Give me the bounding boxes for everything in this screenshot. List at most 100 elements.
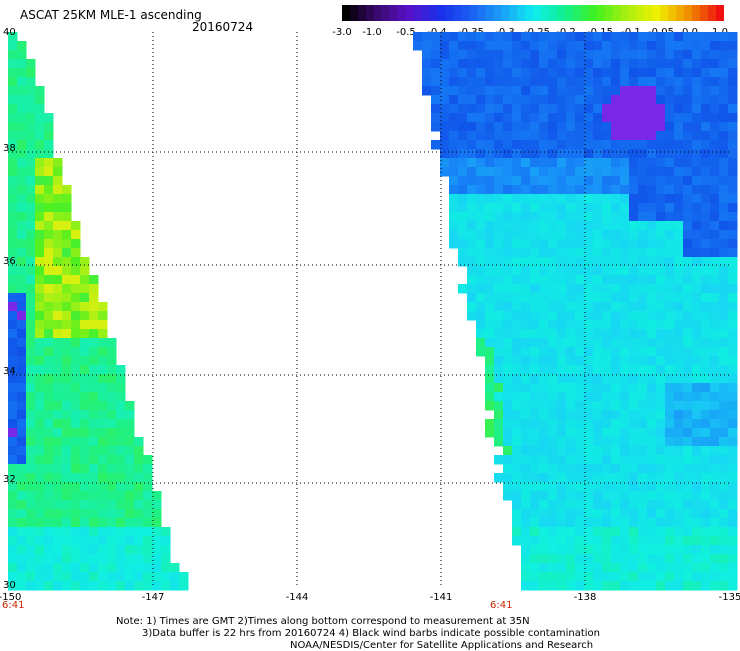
data-cell: [575, 32, 585, 42]
data-cell: [593, 455, 603, 465]
data-cell: [539, 491, 549, 501]
data-cell: [683, 203, 693, 213]
data-cell: [44, 428, 54, 438]
colorbar-swatch: [501, 5, 510, 21]
data-cell: [539, 230, 549, 240]
data-cell: [107, 410, 117, 420]
data-cell: [629, 311, 639, 321]
data-cell: [728, 95, 738, 105]
data-cell: [125, 491, 135, 501]
longitude-label: -138: [573, 592, 597, 603]
data-cell: [620, 257, 630, 267]
data-cell: [485, 32, 495, 42]
data-cell: [539, 320, 549, 330]
data-cell: [620, 338, 630, 348]
data-cell: [80, 491, 90, 501]
data-cell: [647, 32, 657, 42]
data-cell: [62, 221, 72, 231]
data-cell: [692, 518, 702, 528]
data-cell: [602, 410, 612, 420]
data-cell: [683, 230, 693, 240]
data-cell: [89, 563, 99, 573]
data-cell: [494, 95, 504, 105]
data-cell: [548, 401, 558, 411]
data-cell: [152, 536, 162, 546]
data-cell: [728, 500, 738, 510]
data-cell: [674, 257, 684, 267]
data-cell: [647, 257, 657, 267]
data-cell: [80, 266, 90, 276]
data-cell: [557, 59, 567, 69]
data-cell: [494, 167, 504, 177]
data-cell: [584, 140, 594, 150]
data-cell: [26, 176, 36, 186]
data-cell: [584, 392, 594, 402]
colorbar-swatch: [365, 5, 375, 21]
data-cell: [566, 320, 576, 330]
latitude-label: 36: [3, 256, 16, 267]
data-cell: [539, 176, 549, 186]
data-cell: [584, 230, 594, 240]
data-cell: [26, 194, 36, 204]
data-cell: [71, 563, 81, 573]
data-cell: [35, 374, 45, 384]
data-cell: [152, 509, 162, 519]
data-cell: [719, 203, 729, 213]
data-cell: [458, 68, 468, 78]
data-cell: [692, 122, 702, 132]
data-cell: [503, 473, 513, 483]
data-cell: [512, 392, 522, 402]
data-cell: [611, 311, 621, 321]
data-cell: [719, 77, 729, 87]
data-cell: [53, 311, 63, 321]
data-cell: [629, 104, 639, 114]
data-cell: [449, 185, 459, 195]
data-cell: [548, 302, 558, 312]
data-cell: [521, 563, 531, 573]
data-cell: [611, 284, 621, 294]
data-cell: [719, 482, 729, 492]
data-cell: [503, 311, 513, 321]
data-cell: [710, 41, 720, 51]
data-cell: [53, 500, 63, 510]
data-cell: [35, 293, 45, 303]
data-cell: [98, 473, 108, 483]
data-cell: [611, 113, 621, 123]
data-cell: [17, 581, 27, 591]
data-cell: [503, 410, 513, 420]
data-cell: [665, 545, 675, 555]
data-cell: [143, 554, 153, 564]
data-cell: [485, 50, 495, 60]
data-cell: [620, 68, 630, 78]
data-cell: [53, 383, 63, 393]
data-cell: [458, 50, 468, 60]
data-cell: [638, 221, 648, 231]
data-cell: [629, 392, 639, 402]
data-cell: [557, 95, 567, 105]
data-cell: [503, 122, 513, 132]
data-cell: [26, 320, 36, 330]
data-cell: [494, 410, 504, 420]
data-cell: [44, 419, 54, 429]
data-cell: [467, 50, 477, 60]
data-cell: [611, 302, 621, 312]
data-cell: [575, 149, 585, 159]
data-cell: [683, 527, 693, 537]
data-cell: [521, 95, 531, 105]
data-cell: [593, 248, 603, 258]
data-cell: [53, 581, 63, 591]
data-cell: [44, 239, 54, 249]
data-cell: [17, 284, 27, 294]
data-cell: [467, 95, 477, 105]
data-cell: [557, 194, 567, 204]
data-cell: [26, 410, 36, 420]
data-cell: [665, 221, 675, 231]
data-cell: [35, 473, 45, 483]
data-cell: [548, 374, 558, 384]
data-cell: [485, 113, 495, 123]
data-cell: [35, 347, 45, 357]
data-cell: [494, 32, 504, 42]
data-cell: [8, 482, 18, 492]
data-cell: [629, 239, 639, 249]
data-cell: [611, 59, 621, 69]
